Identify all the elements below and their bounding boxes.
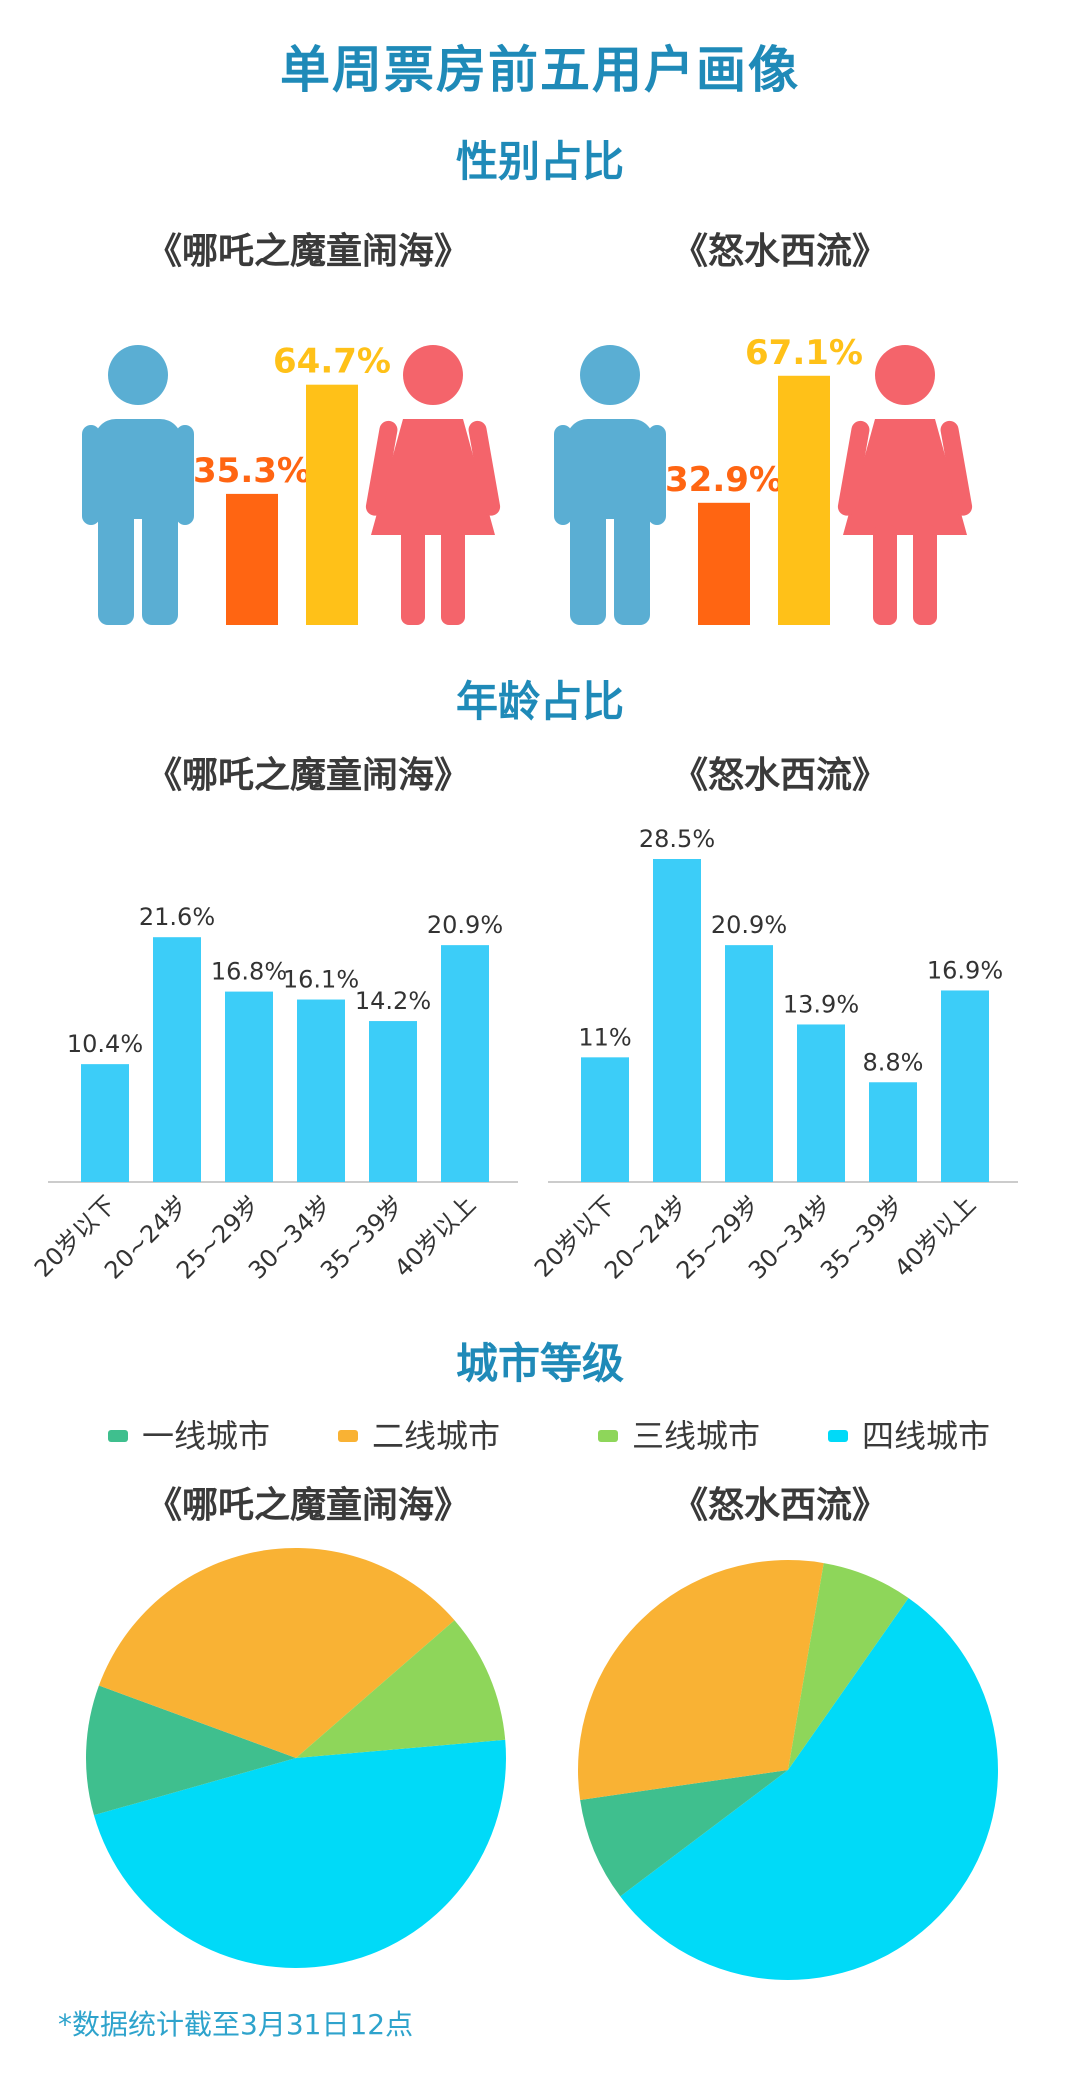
female-bar: [778, 375, 830, 625]
page-title: 单周票房前五用户画像: [280, 41, 800, 99]
pie-slice: [578, 1560, 824, 1800]
age-bar: [941, 990, 989, 1182]
age-bar: [225, 991, 273, 1182]
male-bar: [698, 502, 750, 625]
age-bar-label: 16.1%: [283, 966, 359, 994]
age-bar-label: 10.4%: [67, 1030, 143, 1058]
pie-slice: [620, 1597, 998, 1980]
age-bar-label: 14.2%: [355, 987, 431, 1015]
legend-label: 三线城市: [632, 1417, 760, 1455]
legend-swatch: [338, 1430, 358, 1442]
age-bar-label: 16.8%: [211, 958, 287, 986]
legend-label: 四线城市: [862, 1417, 990, 1455]
age-bar-label: 21.6%: [139, 903, 215, 931]
city-movie-title-2: 《怒水西流》: [671, 1485, 888, 1526]
pie-slice: [86, 1685, 296, 1816]
legend-label: 一线城市: [142, 1417, 270, 1455]
female-bar: [306, 384, 358, 625]
male-bar: [226, 493, 278, 625]
city-movie-title-1: 《哪吒之魔童闹海》: [145, 1485, 470, 1526]
age-bar-label: 20.9%: [711, 911, 787, 939]
male-icon: [82, 345, 194, 625]
age-bar: [725, 945, 773, 1182]
age-bar: [369, 1021, 417, 1182]
gender-bar-label: 32.9%: [665, 460, 783, 500]
age-bar: [869, 1082, 917, 1182]
male-icon: [554, 345, 666, 625]
age-bar-label: 8.8%: [863, 1048, 924, 1076]
age-movie-title-1: 《哪吒之魔童闹海》: [145, 755, 470, 796]
gender-movie-title-2: 《怒水西流》: [671, 231, 888, 272]
age-bar-label: 28.5%: [639, 825, 715, 853]
age-bar: [797, 1024, 845, 1182]
age-bar-label: 16.9%: [927, 956, 1003, 984]
gender-charts: 35.3% 64.7% 32.9% 67.1%: [82, 333, 973, 625]
gender-bar-label: 35.3%: [193, 451, 311, 491]
age-bar: [441, 945, 489, 1182]
age-section-title: 年龄占比: [455, 677, 624, 726]
city-pie-charts: [86, 1548, 998, 1980]
pie-slice: [580, 1770, 788, 1897]
legend-swatch: [108, 1430, 128, 1442]
age-movie-title-2: 《怒水西流》: [671, 755, 888, 796]
city-section-title: 城市等级: [455, 1339, 624, 1388]
footnote: *数据统计截至3月31日12点: [58, 2008, 414, 2041]
gender-movie-title-1: 《哪吒之魔童闹海》: [145, 231, 470, 272]
age-bar: [653, 859, 701, 1182]
age-bar: [581, 1057, 629, 1182]
age-charts: 10.4%20岁以下21.6%20~24岁16.8%25~29岁16.1%30~…: [29, 825, 1018, 1285]
gender-section-title: 性别占比: [455, 137, 624, 186]
legend-swatch: [598, 1430, 618, 1442]
age-bar: [297, 999, 345, 1182]
legend-swatch: [828, 1430, 848, 1442]
gender-bar-label: 64.7%: [273, 342, 391, 382]
city-legend: 一线城市 二线城市 三线城市 四线城市: [108, 1417, 990, 1455]
age-bar: [81, 1064, 129, 1182]
pie-slice: [98, 1548, 455, 1758]
age-bar-label: 11%: [578, 1023, 631, 1051]
female-icon: [365, 345, 501, 625]
age-bar-label: 13.9%: [783, 990, 859, 1018]
age-bar: [153, 937, 201, 1182]
age-bar-label: 20.9%: [427, 911, 503, 939]
legend-label: 二线城市: [372, 1417, 500, 1455]
pie-slice: [296, 1620, 506, 1758]
pie-slice: [788, 1563, 909, 1770]
pie-slice: [93, 1739, 507, 1969]
female-icon: [837, 345, 973, 625]
gender-bar-label: 67.1%: [745, 333, 863, 373]
